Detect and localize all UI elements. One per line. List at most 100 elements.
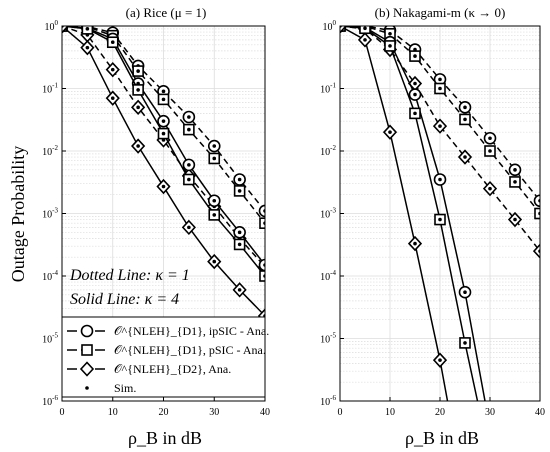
sim-dot-rice xyxy=(212,259,217,264)
x-tick-label-nakagami: 0 xyxy=(338,407,343,418)
sim-dot-nakagami xyxy=(413,81,417,86)
sim-dot-rice xyxy=(187,127,191,132)
sim-dot-nakagami xyxy=(463,341,467,345)
sim-dot-rice xyxy=(161,89,166,94)
y-tick-label-rice: 100 xyxy=(45,19,59,33)
sim-dot-nakagami xyxy=(438,177,442,182)
x-tick-label-rice: 10 xyxy=(108,407,118,418)
legend-label-circle: 𝒪^{NLEH}_{D1}, ipSIC - Ana. xyxy=(114,324,269,338)
sim-dot-nakagami xyxy=(363,26,367,31)
sim-dot-nakagami xyxy=(463,155,467,159)
x-tick-label-nakagami: 40 xyxy=(535,407,545,418)
legend-marker-dot xyxy=(85,386,89,390)
y-axis-label: Outage Probability xyxy=(8,146,28,282)
sim-dot-nakagami xyxy=(463,290,467,295)
ticks-nakagami: 0 10 20 30 40 10-6 10-5 10-4 10-3 10-2 10-1 100 xyxy=(320,19,545,418)
x-tick-label-nakagami: 10 xyxy=(385,407,395,418)
panel-nakagami: 0 10 20 30 40 10-6 10-5 10-4 10-3 10-2 10-1 100 (b)… xyxy=(320,5,545,418)
annotation-dotted-line: Dotted Line: κ = 1 xyxy=(69,267,190,284)
sim-dot-nakagami xyxy=(438,86,442,91)
x-tick-label-rice: 30 xyxy=(209,407,219,418)
sim-dot-rice xyxy=(136,88,140,92)
legend-entry-square: 𝒪^{NLEH}_{D1}, pSIC - Ana. xyxy=(67,343,266,357)
sim-dot-rice xyxy=(136,105,140,110)
sim-dot-rice xyxy=(187,177,191,182)
legend-label-dot: Sim. xyxy=(114,381,136,395)
y-tick-label-rice: 10-1 xyxy=(42,82,58,96)
data-point-diamond-rice xyxy=(62,26,70,34)
sim-dot-rice xyxy=(237,177,242,182)
sim-dot-nakagami xyxy=(388,32,392,36)
data-point-square-rice xyxy=(259,217,265,229)
sim-dot-nakagami xyxy=(488,149,492,153)
legend-entry-dot: Sim. xyxy=(85,381,136,395)
y-tick-label-nakagami: 10-5 xyxy=(320,332,336,346)
sim-dot-nakagami xyxy=(413,92,417,97)
x-axis-label-nakagami: ρ_B in dB xyxy=(405,428,479,448)
legend-label-diamond: 𝒪^{NLEH}_{D2}, Ana. xyxy=(114,362,231,376)
sim-dot-rice xyxy=(110,67,115,72)
sim-dot-nakagami xyxy=(438,217,442,222)
annotation-solid-line: Solid Line: κ = 4 xyxy=(70,291,179,308)
sim-dot-rice xyxy=(212,144,217,148)
sim-dot-rice xyxy=(110,40,115,45)
x-axis-label-rice: ρ_B in dB xyxy=(128,428,202,448)
sim-dot-nakagami xyxy=(438,124,442,128)
legend-entry-circle: 𝒪^{NLEH}_{D1}, ipSIC - Ana. xyxy=(67,324,269,338)
sim-dot-rice xyxy=(187,163,191,167)
sim-dot-nakagami xyxy=(513,217,517,222)
data-point-circle-rice xyxy=(258,204,265,218)
sim-dot-nakagami xyxy=(438,358,442,362)
series-nakagami-diamond-solid xyxy=(340,26,449,401)
title-nakagami: (b) Nakagami-m (κ → 0) xyxy=(375,5,506,20)
y-tick-label-nakagami: 100 xyxy=(323,19,337,33)
sim-dot-rice xyxy=(161,97,166,102)
series-nakagami xyxy=(340,26,540,401)
sim-dot-rice xyxy=(237,230,242,235)
sim-dot-nakagami xyxy=(388,130,392,134)
sim-dot-rice xyxy=(237,242,242,247)
series-line-rice xyxy=(62,26,265,212)
y-tick-label-rice: 10-4 xyxy=(42,269,58,283)
data-point-diamond-nakagami xyxy=(340,26,348,34)
data-point-square-rice xyxy=(259,270,265,282)
sim-dot-nakagami xyxy=(513,180,517,184)
sim-dot-nakagami xyxy=(438,77,442,82)
sim-dot-rice xyxy=(136,69,140,73)
x-tick-label-rice: 40 xyxy=(260,407,270,418)
sim-dot-rice xyxy=(85,27,90,31)
sim-dot-rice xyxy=(187,225,191,230)
sim-dot-rice xyxy=(237,189,242,193)
series-nakagami-square-solid xyxy=(340,26,479,401)
y-tick-label-rice: 10-6 xyxy=(42,394,58,408)
y-tick-label-nakagami: 10-4 xyxy=(320,269,336,283)
y-tick-label-nakagami: 10-2 xyxy=(320,144,336,158)
sim-dot-rice xyxy=(136,144,140,148)
y-tick-label-nakagami: 10-6 xyxy=(320,394,336,408)
panel-rice: 0 10 20 30 40 10-6 10-5 10-4 10-3 10-2 10-1 100 (a)… xyxy=(42,5,270,418)
sim-dot-rice xyxy=(212,156,217,161)
sim-dot-nakagami xyxy=(488,186,492,191)
ticks-rice: 0 10 20 30 40 10-6 10-5 10-4 10-3 10-2 10-1 100 xyxy=(42,19,270,418)
legend-marker-square xyxy=(81,344,93,356)
x-tick-label-rice: 0 xyxy=(60,407,65,418)
sim-dot-rice xyxy=(161,184,166,189)
sim-dot-rice xyxy=(237,288,242,292)
series-rice-circle-solid xyxy=(62,26,265,272)
sim-dot-nakagami xyxy=(388,44,392,48)
x-tick-label-nakagami: 30 xyxy=(485,407,495,418)
data-point-circle-nakagami xyxy=(533,194,540,208)
sim-dot-nakagami xyxy=(413,54,417,58)
y-tick-label-nakagami: 10-3 xyxy=(320,207,336,221)
sim-dot-rice xyxy=(85,45,90,50)
legend: 𝒪^{NLEH}_{D1}, ipSIC - Ana. 𝒪^{NLEH}_{D1}… xyxy=(61,316,269,398)
sim-dot-nakagami xyxy=(488,136,492,141)
sim-dot-rice xyxy=(212,198,217,203)
x-tick-label-rice: 20 xyxy=(159,407,169,418)
series-rice-square-dashed xyxy=(62,26,265,229)
series-line-rice xyxy=(62,26,265,268)
series-rice-diamond-solid xyxy=(62,26,265,324)
sim-dot-nakagami xyxy=(513,168,517,172)
sim-dot-nakagami xyxy=(463,117,467,122)
